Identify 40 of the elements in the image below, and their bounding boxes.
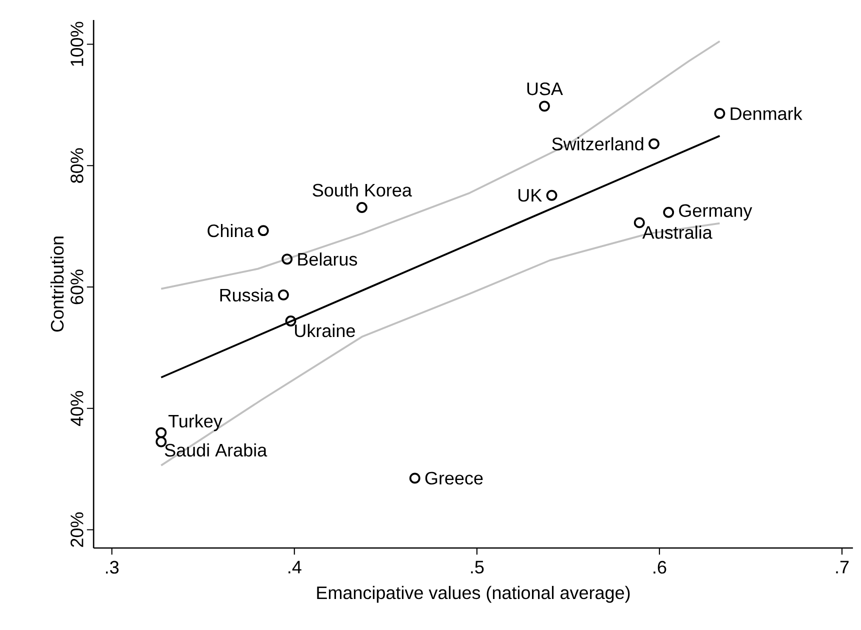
point (258, 225, 269, 236)
y-axis-title: Contribution (50, 236, 64, 332)
annotation: Greece (425, 472, 483, 485)
y-tick-label: 40% (70, 391, 84, 426)
y-tick-label: 100% (70, 22, 84, 66)
x-tick-label: .7 (836, 560, 849, 574)
annotation: USA (527, 82, 563, 96)
point (546, 190, 558, 201)
point (648, 138, 660, 150)
point (409, 472, 420, 484)
x-tick-label: .5 (471, 560, 484, 574)
annotation: South Korea (312, 183, 412, 197)
point (282, 254, 293, 265)
annotation: Turkey (168, 414, 222, 432)
y-tick-label: 60% (70, 270, 84, 304)
point (156, 436, 167, 448)
point (156, 427, 167, 438)
point (285, 316, 296, 326)
annotation: UK (518, 189, 542, 202)
x-tick-label: .6 (654, 560, 666, 574)
point (714, 108, 726, 119)
annotation: Russia (220, 288, 274, 302)
point (538, 100, 550, 112)
line-series (160, 222, 721, 466)
annotation: Germany (679, 204, 752, 221)
annotation: Saudi Arabia (164, 443, 268, 457)
point (663, 206, 674, 218)
annotation: Switzerland (552, 137, 644, 150)
x-axis-title: Emancipative values (national average) (317, 586, 630, 603)
annotation: Denmark (730, 106, 802, 120)
annotation: Belarus (298, 252, 358, 266)
y-tick-label: 20% (70, 512, 84, 547)
annotation: Australia (642, 226, 712, 239)
x-tick-label: .4 (288, 560, 302, 574)
point (356, 202, 368, 213)
y-tick-label: 80% (70, 148, 84, 183)
point (278, 289, 289, 300)
x-tick-label: .3 (106, 560, 119, 574)
annotation: China (208, 224, 254, 238)
annotation: Ukraine (295, 324, 355, 338)
